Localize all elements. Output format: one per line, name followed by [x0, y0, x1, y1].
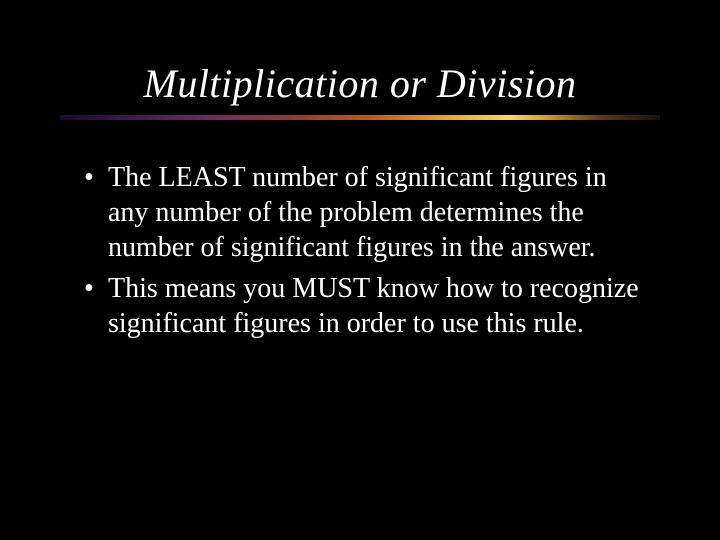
title-underline — [60, 115, 660, 120]
bullet-text: This means you MUST know how to recogniz… — [108, 271, 650, 341]
title-region: Multiplication or Division — [60, 60, 660, 107]
bullet-marker: • — [80, 160, 108, 195]
content-region: • The LEAST number of significant figure… — [60, 160, 660, 341]
slide: Multiplication or Division • The LEAST n… — [0, 0, 720, 540]
bullet-item: • The LEAST number of significant figure… — [80, 160, 650, 265]
bullet-marker: • — [80, 271, 108, 306]
bullet-text: The LEAST number of significant figures … — [108, 160, 650, 265]
slide-title: Multiplication or Division — [60, 60, 660, 107]
bullet-item: • This means you MUST know how to recogn… — [80, 271, 650, 341]
